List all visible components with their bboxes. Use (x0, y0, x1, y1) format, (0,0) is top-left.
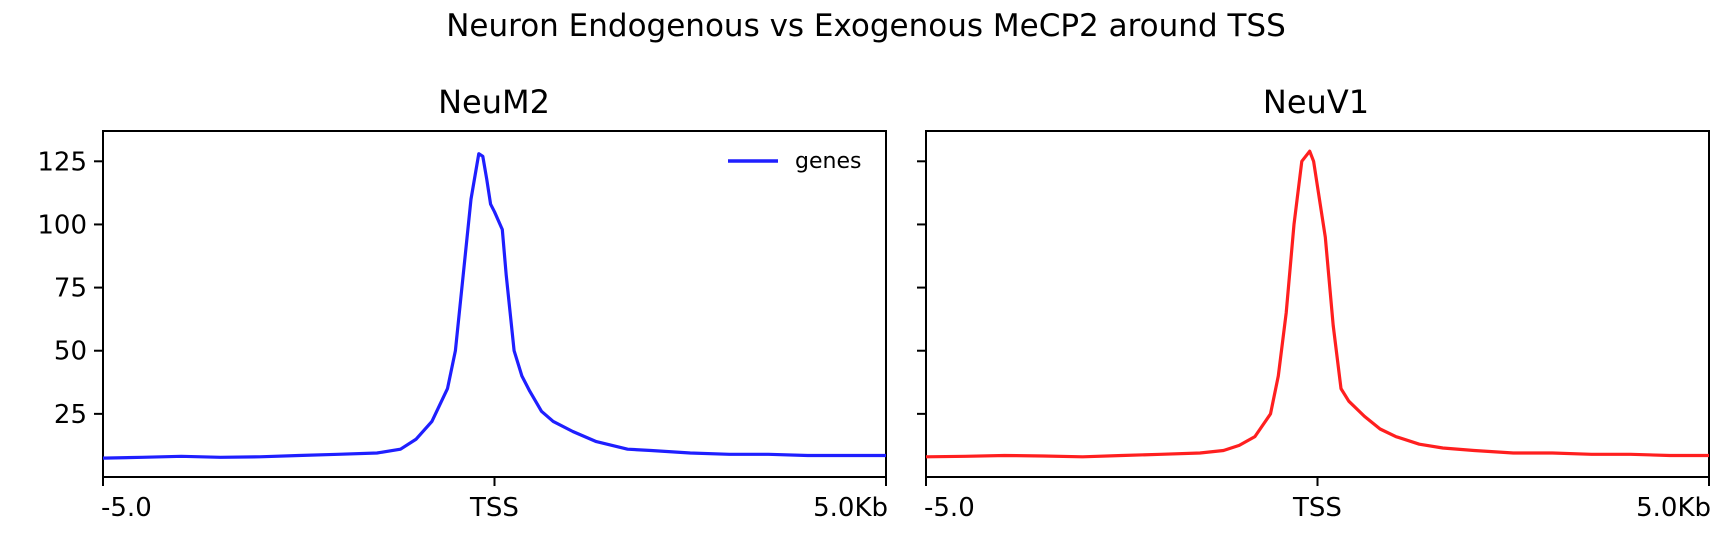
legend-neum2: genes (728, 149, 861, 174)
axis-ticks-neum2: -5.0 TSS 5.0Kb 25 50 75 100 125 (37, 147, 888, 523)
panel-title-neuv1: NeuV1 (1263, 83, 1369, 121)
x-tick-label-neuv1-2: 5.0Kb (1636, 493, 1711, 523)
y-tick-label-neum2-2: 75 (54, 274, 87, 304)
y-tick-label-neum2-4: 125 (37, 147, 87, 177)
legend-label-genes: genes (795, 149, 861, 174)
y-tick-label-neum2-1: 50 (54, 337, 87, 367)
plot-frame-neum2 (102, 130, 887, 478)
x-tick-label-neuv1-0: -5.0 (924, 493, 975, 523)
y-tick-label-neum2-0: 25 (54, 400, 87, 430)
series-line-neum2-genes (102, 152, 886, 460)
panel-neum2: NeuM2 -5.0 TSS 5.0Kb 25 50 75 100 125 genes (37, 83, 888, 523)
x-tick-label-neum2-2: 5.0Kb (813, 493, 888, 523)
panel-neuv1: NeuV1 -5.0 TSS 5.0Kb (917, 83, 1711, 523)
x-tick-label-neum2-1: TSS (469, 493, 519, 523)
x-tick-label-neum2-0: -5.0 (101, 493, 152, 523)
axis-ticks-neuv1: -5.0 TSS 5.0Kb (917, 160, 1711, 523)
y-tick-label-neum2-3: 100 (37, 210, 87, 240)
panel-title-neum2: NeuM2 (438, 83, 550, 121)
x-tick-label-neuv1-1: TSS (1292, 493, 1342, 523)
series-line-neuv1-genes (925, 149, 1709, 459)
figure-title: Neuron Endogenous vs Exogenous MeCP2 aro… (446, 8, 1286, 44)
